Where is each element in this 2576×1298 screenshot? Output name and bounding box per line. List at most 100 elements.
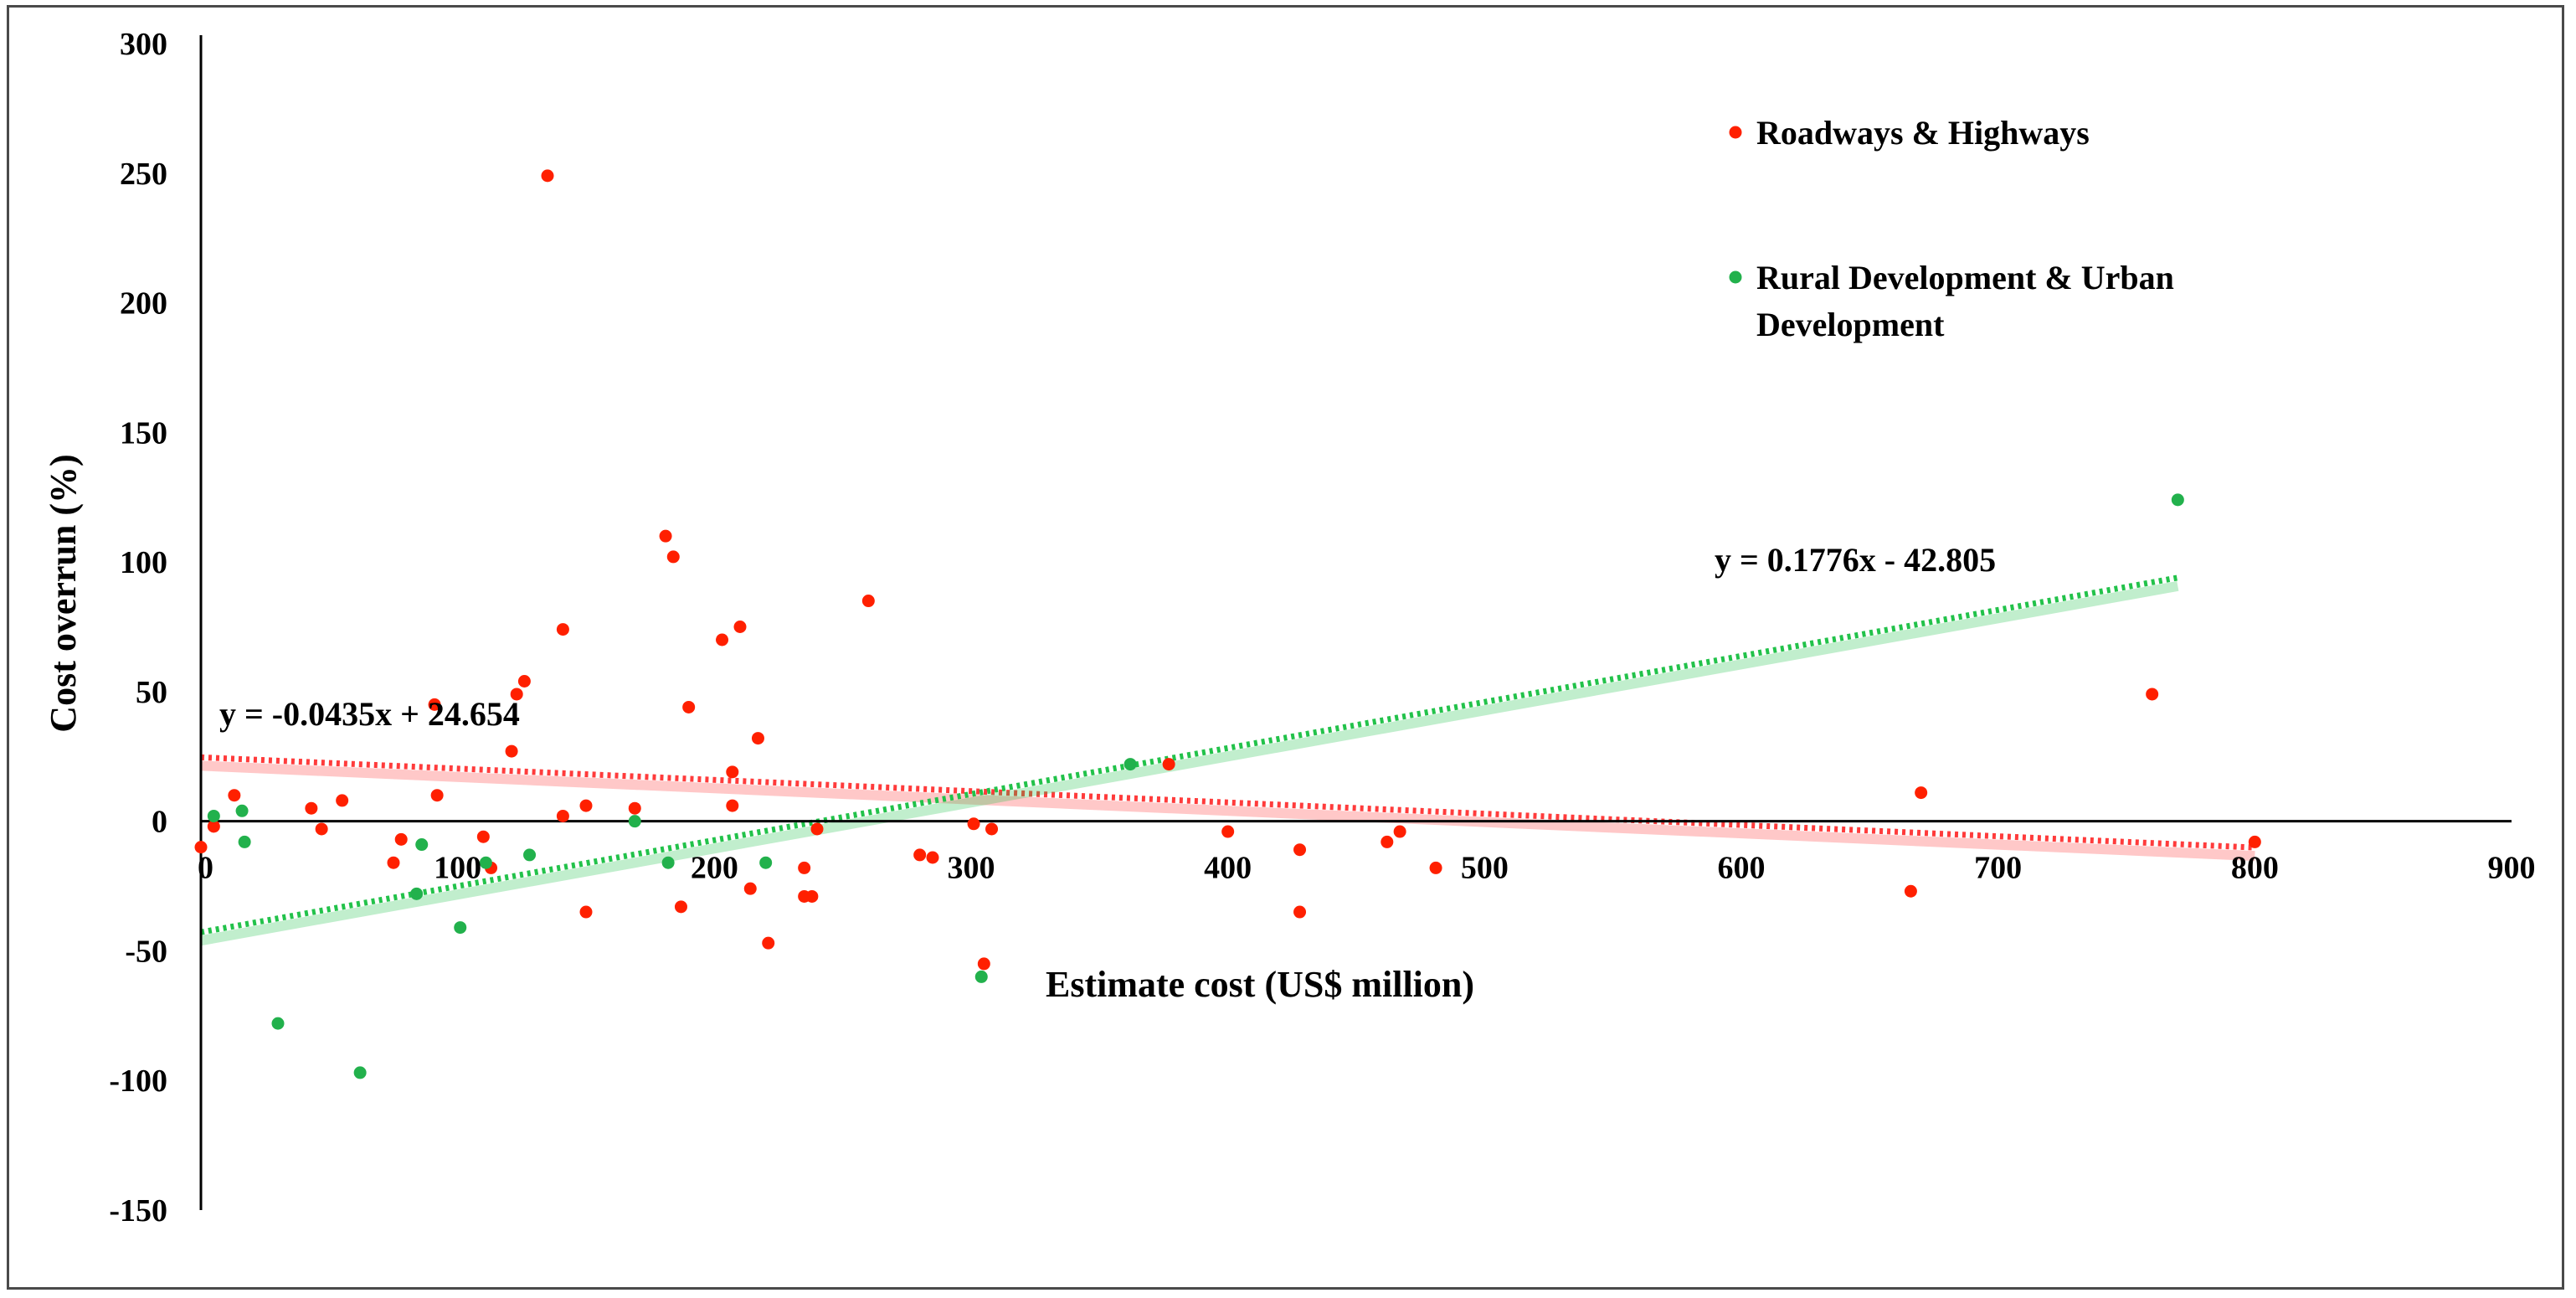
roadways-point xyxy=(913,848,927,862)
roadways-point xyxy=(762,936,775,950)
x-tick-label: 700 xyxy=(1974,851,2022,886)
axes xyxy=(199,35,2512,1210)
roadways-point xyxy=(394,832,408,846)
roadways-point xyxy=(1162,758,1175,771)
roadways-point xyxy=(579,905,593,919)
equation-roadways: y = -0.0435x + 24.654 xyxy=(219,695,520,733)
roadways-point xyxy=(726,799,739,812)
roadways-point xyxy=(1915,786,1928,800)
y-tick-label: 250 xyxy=(120,157,167,192)
rural-urban-point xyxy=(1123,758,1137,771)
roadways-point xyxy=(666,550,680,564)
rural-urban-point xyxy=(974,970,988,983)
x-tick-label: 500 xyxy=(1461,851,1509,886)
legend-label-rural-urban-line2: Development xyxy=(1756,306,1945,343)
roadways-point xyxy=(336,794,349,807)
x-tick-label: 800 xyxy=(2231,851,2279,886)
rural-urban-point xyxy=(415,838,429,852)
roadways-point xyxy=(716,633,729,646)
y-tick-label: 200 xyxy=(120,286,167,322)
roadways-point xyxy=(315,822,328,836)
x-tick-label: 600 xyxy=(1718,851,1766,886)
roadways-point xyxy=(194,841,208,854)
roadways-point xyxy=(2146,688,2159,701)
trendline xyxy=(200,754,2255,851)
roadways-point xyxy=(305,801,318,815)
legend-marker-rural-urban xyxy=(1729,270,1742,284)
roadways-point xyxy=(926,851,939,864)
rural-urban-point xyxy=(410,887,424,900)
y-axis-title: Cost overrun (%) xyxy=(43,454,84,732)
roadways-point xyxy=(743,882,757,895)
roadways-point xyxy=(628,801,641,815)
roadways-point xyxy=(726,765,739,779)
roadways-point xyxy=(861,595,875,608)
roadways-point xyxy=(476,830,490,843)
x-tick-label: 300 xyxy=(948,851,995,886)
x-tick-label: 400 xyxy=(1204,851,1252,886)
roadways-point xyxy=(798,861,811,874)
roadways-point xyxy=(387,856,400,869)
roadways-point xyxy=(1904,884,1917,898)
equation-rural-urban: y = 0.1776x - 42.805 xyxy=(1715,541,1996,579)
y-tick-label: -50 xyxy=(125,934,167,969)
roadways-point xyxy=(2248,835,2261,848)
x-tick-label: 900 xyxy=(2488,851,2536,886)
trendline-shadow xyxy=(200,760,2255,862)
roadways-point xyxy=(505,744,518,758)
roadways-point xyxy=(510,688,523,701)
rural-urban-point xyxy=(207,809,220,822)
roadways-point xyxy=(659,529,672,543)
roadways-point xyxy=(430,789,444,802)
roadways-point xyxy=(1293,843,1307,857)
roadways-point xyxy=(428,698,441,711)
data-points xyxy=(194,169,2261,1079)
rural-urban-point xyxy=(479,856,492,869)
roadways-point xyxy=(1393,825,1406,838)
roadways-point xyxy=(751,732,764,745)
rural-urban-point xyxy=(454,921,467,935)
y-tick-label: 150 xyxy=(120,415,167,451)
trendlines xyxy=(199,574,2255,946)
rural-urban-point xyxy=(759,856,773,869)
x-tick-label: 200 xyxy=(691,851,738,886)
roadways-point xyxy=(733,621,747,633)
roadways-point xyxy=(985,822,999,836)
rural-urban-point xyxy=(628,815,641,828)
x-tick-label: 0 xyxy=(198,851,213,886)
legend-marker-roadways xyxy=(1729,126,1742,139)
roadways-point xyxy=(1381,835,1394,848)
rural-urban-point xyxy=(2171,493,2184,507)
roadways-point xyxy=(579,799,593,812)
trendline-shadow xyxy=(199,580,2179,946)
roadways-point xyxy=(805,889,819,903)
rural-urban-point xyxy=(235,804,249,817)
roadways-point xyxy=(541,169,554,183)
roadways-point xyxy=(207,820,220,833)
roadways-point xyxy=(517,675,531,688)
roadways-point xyxy=(228,789,241,802)
trendline xyxy=(200,574,2178,935)
y-tick-label: -100 xyxy=(109,1064,167,1099)
y-tick-label: 100 xyxy=(120,545,167,580)
roadways-point xyxy=(977,957,990,971)
x-tick-label: 100 xyxy=(434,851,481,886)
rural-urban-point xyxy=(238,835,251,848)
x-axis-title: Estimate cost (US$ million) xyxy=(1046,964,1474,1005)
legend-label-rural-urban-line1: Rural Development & Urban xyxy=(1756,259,2174,296)
roadways-point xyxy=(1429,861,1442,874)
roadways-point xyxy=(682,700,696,713)
rural-urban-point xyxy=(271,1017,285,1030)
rural-urban-point xyxy=(661,856,675,869)
rural-urban-point xyxy=(523,848,537,862)
y-tick-label: 50 xyxy=(136,675,167,710)
roadways-point xyxy=(810,822,824,836)
roadways-point xyxy=(1293,905,1307,919)
roadways-point xyxy=(556,623,569,636)
legend-label-roadways: Roadways & Highways xyxy=(1756,114,2090,152)
y-tick-label: 0 xyxy=(152,805,167,840)
chart-frame xyxy=(7,5,2564,1290)
roadways-point xyxy=(556,809,569,822)
